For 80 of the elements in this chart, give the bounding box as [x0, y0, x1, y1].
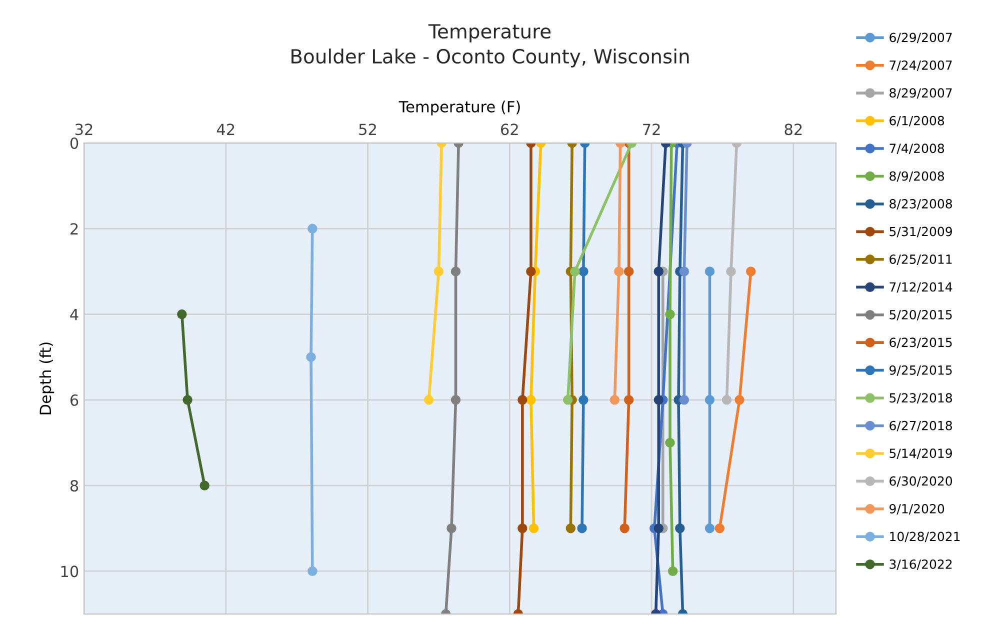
point: [308, 224, 318, 234]
point: [624, 395, 634, 405]
legend-label: 10/28/2021: [890, 532, 960, 542]
point: [665, 309, 675, 320]
y-tick-label: 0: [70, 137, 78, 150]
point: [722, 395, 732, 405]
point: [308, 566, 318, 576]
legend-label: 6/30/2020: [890, 476, 952, 487]
point: [610, 395, 620, 405]
point: [654, 524, 664, 534]
point: [424, 395, 434, 405]
legend-label: 9/1/2020: [890, 504, 944, 514]
point: [675, 524, 685, 534]
legend-label: 3/16/2022: [890, 559, 952, 570]
point: [679, 266, 690, 276]
x-tick-label: 62: [501, 124, 518, 136]
point: [714, 524, 725, 534]
point: [566, 524, 576, 534]
point: [668, 566, 678, 576]
x-tick-label: 72: [643, 124, 660, 135]
point: [577, 524, 587, 534]
point: [654, 266, 664, 276]
point: [578, 395, 588, 405]
point: [450, 266, 461, 276]
legend-label: 6/1/2008: [890, 116, 944, 126]
y-tick-label: 6: [70, 394, 78, 406]
legend-label: 6/29/2007: [890, 32, 952, 44]
legend-label: 5/23/2018: [890, 393, 952, 404]
legend-label: 8/23/2008: [890, 199, 952, 210]
x-tick-label: 32: [75, 124, 92, 136]
chart-subtitle: Boulder Lake - Oconto County, Wisconsin: [292, 48, 689, 68]
legend-label: 5/14/2019: [890, 448, 952, 459]
legend-label: 6/27/2018: [890, 420, 952, 432]
point: [665, 438, 675, 448]
legend-label: 5/31/2009: [890, 226, 952, 238]
point: [578, 266, 588, 276]
point: [726, 266, 736, 276]
x-tick-label: 82: [784, 124, 802, 136]
y-tick-label: 2: [70, 223, 78, 234]
point: [526, 395, 536, 405]
point: [446, 524, 456, 534]
legend-label: 9/25/2015: [890, 365, 952, 376]
point: [200, 480, 210, 490]
point: [704, 395, 715, 405]
point: [182, 395, 192, 405]
point: [562, 395, 573, 405]
y-tick-label: 4: [70, 308, 78, 320]
point: [734, 395, 744, 405]
point: [614, 266, 624, 276]
legend-label: 7/12/2014: [890, 282, 952, 293]
chart-title: Temperature: [428, 24, 551, 42]
y-tick-label: 8: [70, 480, 78, 492]
point: [450, 395, 461, 405]
point: [306, 352, 316, 362]
point: [177, 309, 187, 320]
point: [518, 395, 528, 405]
y-tick-label: 10: [61, 566, 78, 578]
legend-label: 5/20/2015: [890, 310, 952, 320]
point: [518, 524, 528, 534]
y-axis-title: Depth (ft): [39, 342, 54, 414]
x-axis-title: Temperature (F): [398, 100, 520, 116]
legend-label: 8/29/2007: [890, 88, 952, 99]
legend-label: 7/24/2007: [890, 60, 952, 71]
point: [746, 266, 756, 276]
legend-label: 6/23/2015: [890, 338, 952, 348]
point: [434, 266, 444, 276]
point: [570, 266, 580, 276]
point: [704, 266, 715, 276]
legend-label: 8/9/2008: [890, 171, 944, 182]
point: [620, 524, 630, 534]
x-tick-label: 42: [216, 124, 234, 135]
point: [679, 395, 690, 405]
legend-label: 6/25/2011: [890, 254, 952, 265]
point: [654, 395, 664, 405]
point: [704, 524, 715, 534]
point: [624, 266, 634, 276]
legend-label: 7/4/2008: [890, 144, 944, 154]
point: [526, 266, 536, 276]
point: [528, 524, 539, 534]
x-tick-label: 52: [359, 124, 376, 136]
